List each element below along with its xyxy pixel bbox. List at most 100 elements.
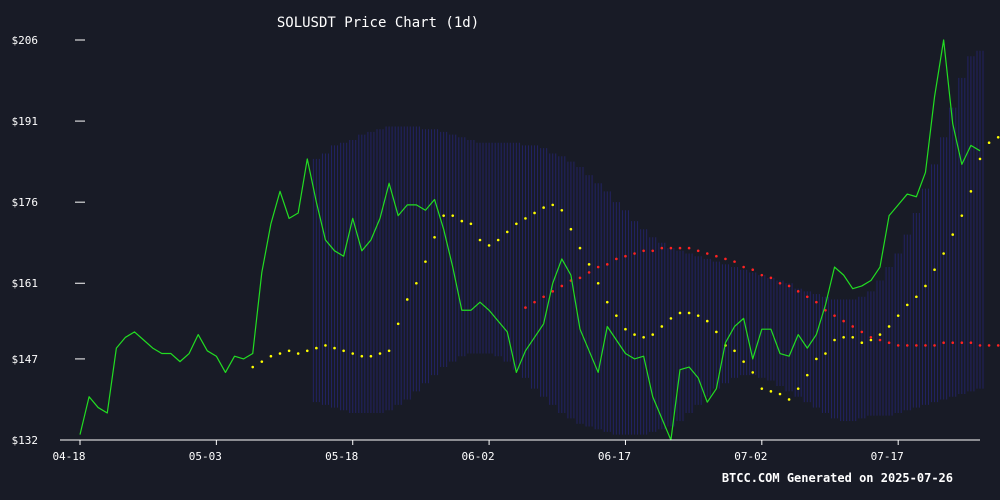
- ma20-point: [824, 352, 827, 355]
- ma20-point: [751, 371, 755, 374]
- ma20-point: [742, 360, 745, 363]
- ma50-point: [924, 344, 927, 347]
- ma20-point: [487, 244, 491, 247]
- ma50-point: [724, 257, 727, 261]
- y-tick-label: $161: [12, 277, 39, 290]
- x-tick-label: 05-18: [325, 450, 358, 463]
- ma50-point: [787, 284, 791, 288]
- ma50-point: [878, 338, 882, 342]
- ma50-point: [933, 344, 936, 347]
- ma20-point: [760, 387, 764, 390]
- ma50-point: [760, 273, 764, 277]
- ma20-point: [269, 354, 273, 358]
- ma50-point: [751, 268, 755, 272]
- ma20-point: [551, 203, 555, 207]
- ma50-series: [524, 246, 1000, 347]
- ma50-point: [705, 252, 709, 255]
- y-tick-label: $147: [12, 353, 39, 366]
- ma50-point: [951, 341, 955, 345]
- ma20-point: [333, 346, 336, 350]
- ma20-point: [433, 235, 436, 239]
- ma20-point: [869, 338, 873, 342]
- x-tick-label: 06-17: [598, 450, 631, 463]
- ma50-point: [587, 271, 591, 274]
- ma20-point: [305, 349, 309, 353]
- footer-credit: BTCC.COM Generated on 2025-07-26: [722, 471, 953, 485]
- ma50-point: [624, 254, 627, 258]
- ma20-point: [315, 346, 318, 350]
- ma20-point: [633, 333, 636, 336]
- ma20-point: [978, 157, 982, 161]
- ma20-point: [787, 398, 791, 401]
- ma20-point: [596, 281, 600, 285]
- ma50-point: [642, 249, 645, 253]
- ma20-point: [615, 314, 618, 317]
- chart-title: SOLUSDT Price Chart (1d): [277, 15, 479, 31]
- ma20-point: [287, 349, 291, 353]
- ma20-point: [505, 230, 509, 234]
- ma50-point: [551, 290, 555, 293]
- ma20-point: [678, 311, 682, 315]
- ma50-point: [905, 344, 909, 347]
- ma20-point: [387, 349, 391, 353]
- ma20-point: [296, 352, 300, 355]
- ma20-point: [324, 344, 327, 347]
- ma50-point: [996, 344, 1000, 347]
- y-tick-label: $132: [12, 434, 39, 447]
- ma20-point: [396, 322, 400, 326]
- ma20-point: [669, 317, 673, 320]
- x-tick-label: 05-03: [189, 450, 222, 463]
- ma20-point: [687, 311, 691, 315]
- ma50-point: [796, 290, 800, 293]
- ma50-point: [733, 260, 736, 263]
- ma20-point: [560, 208, 564, 212]
- ma50-point: [942, 341, 945, 345]
- ma50-point: [696, 249, 700, 253]
- x-tick-label: 06-02: [462, 450, 495, 463]
- ma20-point: [933, 268, 936, 272]
- ma20-point: [378, 352, 382, 355]
- ma20-point: [478, 238, 482, 242]
- y-tick-label: $191: [12, 115, 39, 128]
- ma20-point: [778, 392, 782, 396]
- ma20-point: [578, 246, 582, 250]
- ma20-point: [896, 314, 900, 317]
- ma50-point: [715, 254, 718, 258]
- ma20-point: [924, 284, 927, 288]
- ma20-point: [260, 360, 264, 363]
- ma20-point: [515, 222, 518, 226]
- ma20-point: [969, 190, 973, 193]
- x-tick-label: 07-02: [734, 450, 767, 463]
- ma20-point: [469, 222, 473, 226]
- ma20-point: [887, 325, 891, 328]
- ma50-point: [524, 306, 527, 309]
- ma20-point: [569, 227, 573, 231]
- ma50-point: [915, 344, 918, 347]
- ma50-point: [887, 341, 891, 345]
- ma20-point: [860, 341, 864, 345]
- ma20-point: [342, 349, 345, 353]
- y-tick-label: $206: [12, 34, 39, 47]
- ma20-point: [451, 214, 455, 217]
- ma50-point: [669, 246, 673, 250]
- ma20-point: [651, 333, 655, 336]
- ma20-point: [405, 298, 409, 301]
- ma20-point: [360, 354, 364, 358]
- ma20-point: [951, 233, 955, 236]
- ma50-point: [596, 265, 600, 269]
- ma20-point: [705, 319, 709, 323]
- ma50-point: [633, 252, 636, 255]
- ma20-point: [605, 300, 609, 304]
- ma50-point: [651, 249, 655, 253]
- ma50-point: [660, 246, 664, 250]
- ma20-point: [942, 252, 945, 255]
- ma20-point: [796, 387, 800, 390]
- ma20-point: [369, 354, 373, 358]
- ma20-point: [842, 335, 845, 339]
- ma50-point: [860, 330, 864, 334]
- ma20-point: [524, 217, 527, 220]
- x-tick-label: 07-17: [871, 450, 904, 463]
- bollinger-bands: [312, 50, 984, 435]
